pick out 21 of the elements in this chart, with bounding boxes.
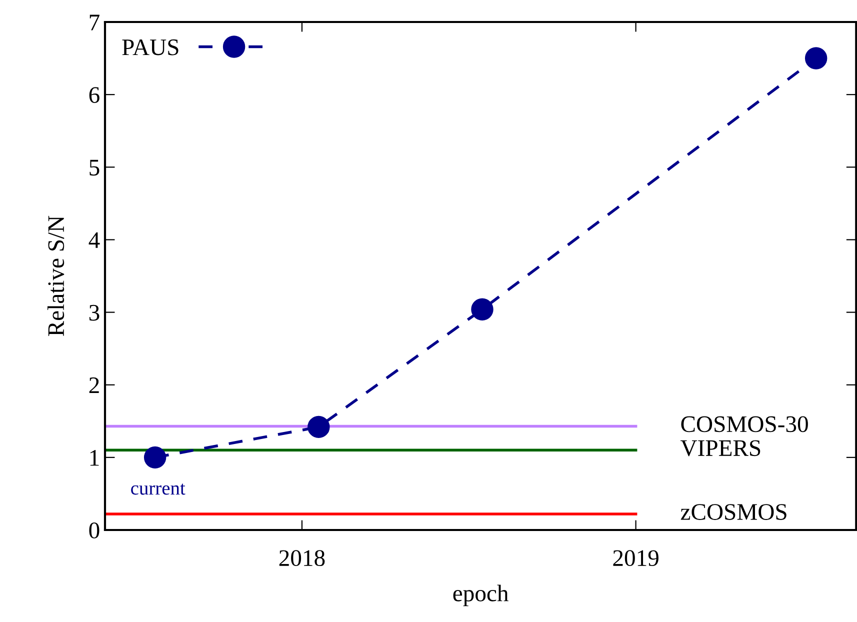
series-label: zCOSMOS [680, 504, 786, 520]
legend-label: PAUS [122, 39, 178, 56]
y-tick-label: 2 [89, 377, 99, 394]
point [308, 416, 330, 438]
x-tick-label: 2018 [279, 550, 325, 566]
y-tick-label: 3 [89, 304, 100, 321]
y-axis-title: Relative S/N [47, 216, 64, 336]
y-tick-label: 7 [90, 14, 100, 30]
point [144, 446, 166, 469]
annotation: current [131, 484, 186, 495]
series-label: COSMOS-30 [681, 416, 808, 432]
x-tick-label: 2019 [613, 550, 658, 566]
point [804, 47, 828, 70]
y-tick-label: 1 [90, 450, 99, 466]
series-label: VIPERS [680, 440, 760, 456]
y-tick-label: 6 [89, 87, 100, 103]
y-tick-label: 0 [89, 522, 100, 538]
x-axis-title: epoch [453, 584, 508, 606]
y-tick-label: 4 [88, 232, 100, 248]
y-tick-label: 5 [90, 160, 100, 176]
point [471, 298, 494, 320]
